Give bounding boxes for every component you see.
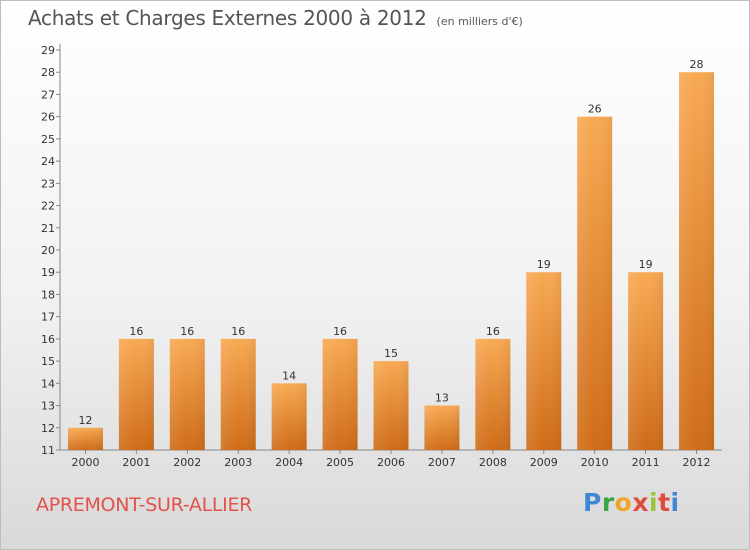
- logo-letter: i: [670, 488, 680, 517]
- y-tick-label: 26: [41, 111, 55, 124]
- bar-sheen: [373, 361, 409, 450]
- y-tick-label: 29: [41, 44, 55, 57]
- x-tick-label: 2004: [275, 456, 303, 469]
- y-tick-label: 23: [41, 177, 55, 190]
- bar-sheen: [271, 383, 307, 450]
- logo-letter: t: [658, 488, 671, 517]
- y-tick-label: 27: [41, 88, 55, 101]
- bar-value-label: 12: [78, 414, 92, 427]
- x-tick-label: 2012: [683, 456, 711, 469]
- y-tick-label: 12: [41, 422, 55, 435]
- y-tick-label: 15: [41, 355, 55, 368]
- bar-sheen: [169, 338, 205, 450]
- y-tick-label: 24: [41, 155, 55, 168]
- bars: [67, 72, 715, 451]
- x-tick-label: 2009: [530, 456, 558, 469]
- commune-name: APREMONT-SUR-ALLIER: [36, 494, 253, 516]
- chart-title: Achats et Charges Externes 2000 à 2012 (e…: [28, 6, 523, 30]
- bar-sheen: [118, 338, 154, 450]
- logo-letter: i: [649, 488, 659, 517]
- y-tick-label: 20: [41, 244, 55, 257]
- title-text: Achats et Charges Externes 2000 à 2012: [28, 6, 427, 30]
- x-tick-label: 2000: [71, 456, 99, 469]
- bar-sheen: [628, 272, 664, 450]
- logo-letter: P: [583, 488, 602, 517]
- y-tick-label: 21: [41, 222, 55, 235]
- x-tick-label: 2002: [173, 456, 201, 469]
- x-tick-label: 2005: [326, 456, 354, 469]
- x-tick-label: 2010: [581, 456, 609, 469]
- bar-sheen: [526, 272, 562, 450]
- x-tick-label: 2001: [122, 456, 150, 469]
- y-tick-label: 19: [41, 266, 55, 279]
- bar-value-label: 16: [180, 325, 194, 338]
- y-tick-label: 11: [41, 444, 55, 457]
- chart-subtitle: (en milliers d'€): [436, 15, 523, 28]
- logo-letter: r: [601, 488, 615, 517]
- y-tick-label: 28: [41, 66, 55, 79]
- bar-value-label: 13: [435, 392, 449, 405]
- bar-value-label: 28: [690, 58, 704, 71]
- y-tick-label: 16: [41, 333, 55, 346]
- bar-sheen: [220, 338, 256, 450]
- proxiti-logo: Proxiti: [583, 488, 680, 517]
- bar-value-label: 16: [333, 325, 347, 338]
- x-tick-label: 2008: [479, 456, 507, 469]
- bar-value-label: 19: [537, 258, 551, 271]
- y-tick-label: 13: [41, 400, 55, 413]
- x-tick-label: 2003: [224, 456, 252, 469]
- y-tick-label: 22: [41, 200, 55, 213]
- value-labels: 12 16 16 16 14 16 15 13 16 19 26 19 28: [78, 58, 703, 427]
- bar-sheen: [424, 405, 460, 450]
- y-tick-label: 17: [41, 311, 55, 324]
- bar-value-label: 16: [231, 325, 245, 338]
- logo-letter: x: [632, 488, 649, 517]
- x-tick-label: 2011: [632, 456, 660, 469]
- bar-value-label: 26: [588, 103, 602, 116]
- bar-value-label: 14: [282, 369, 296, 382]
- bar-value-label: 15: [384, 347, 398, 360]
- bar-sheen: [475, 338, 511, 450]
- y-tick-label: 25: [41, 133, 55, 146]
- y-tick-label: 18: [41, 288, 55, 301]
- y-tick-label: 14: [41, 377, 55, 390]
- bar-sheen: [577, 116, 613, 451]
- x-tick-label: 2007: [428, 456, 456, 469]
- bar-sheen: [322, 338, 358, 450]
- bar-value-label: 16: [129, 325, 143, 338]
- logo-letter: o: [614, 488, 633, 517]
- bar-sheen: [679, 72, 715, 450]
- bar-value-label: 16: [486, 325, 500, 338]
- x-tick-label: 2006: [377, 456, 405, 469]
- bar-value-label: 19: [639, 258, 653, 271]
- bar-sheen: [67, 427, 103, 450]
